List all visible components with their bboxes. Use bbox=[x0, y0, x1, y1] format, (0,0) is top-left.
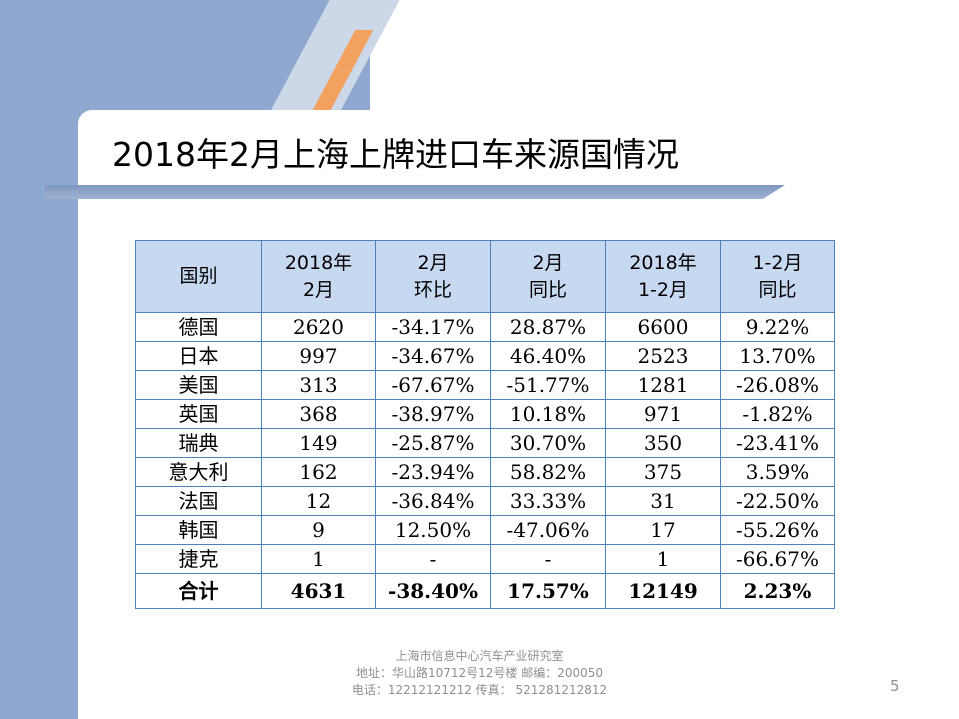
cell-ytd-yoy: -66.67% bbox=[720, 544, 835, 574]
table-row: 瑞典 149 -25.87% 30.70% 350 -23.41% bbox=[135, 428, 835, 458]
cell-country: 瑞典 bbox=[135, 428, 262, 458]
cell-country: 意大利 bbox=[135, 457, 262, 487]
cell-feb-mom: -25.87% bbox=[375, 428, 491, 458]
header-ytd-yoy: 1-2月 同比 bbox=[720, 240, 835, 313]
cell-feb-mom: -34.17% bbox=[375, 312, 491, 342]
cell-country: 韩国 bbox=[135, 515, 262, 545]
cell-ytd-volume: 6600 bbox=[605, 312, 721, 342]
cell-ytd-volume: 971 bbox=[605, 399, 721, 429]
cell-feb-volume: 12 bbox=[261, 486, 376, 516]
cell-feb-yoy: 30.70% bbox=[490, 428, 606, 458]
cell-ytd-volume: 375 bbox=[605, 457, 721, 487]
table-row: 日本 997 -34.67% 46.40% 2523 13.70% bbox=[135, 341, 835, 371]
cell-ytd-yoy: -23.41% bbox=[720, 428, 835, 458]
header-country: 国别 bbox=[135, 240, 262, 313]
table-row: 法国 12 -36.84% 33.33% 31 -22.50% bbox=[135, 486, 835, 516]
cell-feb-yoy: 58.82% bbox=[490, 457, 606, 487]
import-source-table: 国别 2018年 2月 2月 环比 2月 同比 2018年 1-2月 1-2月 同比 德国… bbox=[135, 240, 835, 609]
title-underline-bar bbox=[45, 185, 785, 199]
cell-feb-yoy: - bbox=[490, 544, 606, 574]
cell-feb-mom: -23.94% bbox=[375, 457, 491, 487]
header-feb-volume: 2018年 2月 bbox=[261, 240, 376, 313]
cell-ytd-yoy: -22.50% bbox=[720, 486, 835, 516]
cell-feb-mom: -67.67% bbox=[375, 370, 491, 400]
cell-country: 德国 bbox=[135, 312, 262, 342]
cell-feb-mom: -38.97% bbox=[375, 399, 491, 429]
cell-feb-yoy: 10.18% bbox=[490, 399, 606, 429]
cell-country: 英国 bbox=[135, 399, 262, 429]
cell-feb-mom: -36.84% bbox=[375, 486, 491, 516]
table-row: 意大利 162 -23.94% 58.82% 375 3.59% bbox=[135, 457, 835, 487]
footer-contact: 电话：12212121212 传真： 521281212812 bbox=[351, 683, 608, 697]
table-row: 捷克 1- -1 -66.67% bbox=[135, 544, 835, 574]
cell-ytd-yoy: -55.26% bbox=[720, 515, 835, 545]
cell-feb-mom: - bbox=[375, 544, 491, 574]
page-number: 5 bbox=[890, 677, 900, 695]
header-feb-mom: 2月 环比 bbox=[375, 240, 491, 313]
header-ytd-volume: 2018年 1-2月 bbox=[605, 240, 721, 313]
cell-feb-yoy: -51.77% bbox=[490, 370, 606, 400]
cell-feb-mom: -34.67% bbox=[375, 341, 491, 371]
cell-feb-volume: 162 bbox=[261, 457, 376, 487]
slide-title: 2018年2月上海上牌进口车来源国情况 bbox=[112, 135, 679, 174]
total-cell-feb-volume: 4631 bbox=[261, 573, 376, 609]
cell-ytd-yoy: -1.82% bbox=[720, 399, 835, 429]
cell-feb-yoy: 28.87% bbox=[490, 312, 606, 342]
cell-ytd-volume: 31 bbox=[605, 486, 721, 516]
cell-ytd-yoy: 9.22% bbox=[720, 312, 835, 342]
cell-feb-yoy: 33.33% bbox=[490, 486, 606, 516]
cell-ytd-yoy: -26.08% bbox=[720, 370, 835, 400]
cell-feb-mom: 12.50% bbox=[375, 515, 491, 545]
cell-ytd-volume: 2523 bbox=[605, 341, 721, 371]
cell-ytd-volume: 350 bbox=[605, 428, 721, 458]
table-row: 韩国 9 12.50% -47.06% 17 -55.26% bbox=[135, 515, 835, 545]
cell-ytd-volume: 1 bbox=[605, 544, 721, 574]
table-row: 德国 2620 -34.17% 28.87% 6600 9.22% bbox=[135, 312, 835, 342]
table-total-row: 合计 4631 -38.40% 17.57% 12149 2.23% bbox=[135, 573, 835, 609]
table-row: 美国 313 -67.67% -51.77% 1281 -26.08% bbox=[135, 370, 835, 400]
total-cell-feb-yoy: 17.57% bbox=[490, 573, 606, 609]
total-cell-ytd-yoy: 2.23% bbox=[720, 573, 835, 609]
cell-feb-yoy: 46.40% bbox=[490, 341, 606, 371]
total-cell-country: 合计 bbox=[135, 573, 262, 609]
cell-country: 捷克 bbox=[135, 544, 262, 574]
header-feb-yoy: 2月 同比 bbox=[490, 240, 606, 313]
cell-feb-yoy: -47.06% bbox=[490, 515, 606, 545]
cell-feb-volume: 1 bbox=[261, 544, 376, 574]
cell-feb-volume: 313 bbox=[261, 370, 376, 400]
cell-ytd-volume: 1281 bbox=[605, 370, 721, 400]
total-cell-feb-mom: -38.40% bbox=[375, 573, 491, 609]
total-cell-ytd-volume: 12149 bbox=[605, 573, 721, 609]
table-row: 英国 368 -38.97% 10.18% 971 -1.82% bbox=[135, 399, 835, 429]
cell-country: 日本 bbox=[135, 341, 262, 371]
table-header-row: 国别 2018年 2月 2月 环比 2月 同比 2018年 1-2月 1-2月 同比 bbox=[135, 240, 835, 313]
footer-address: 地址：华山路10712号12号楼 邮编：200050 bbox=[355, 666, 604, 680]
cell-feb-volume: 368 bbox=[261, 399, 376, 429]
cell-ytd-volume: 17 bbox=[605, 515, 721, 545]
cell-feb-volume: 9 bbox=[261, 515, 376, 545]
cell-feb-volume: 997 bbox=[261, 341, 376, 371]
footer-org: 上海市信息中心汽车产业研究室 bbox=[395, 649, 564, 663]
cell-country: 法国 bbox=[135, 486, 262, 516]
cell-feb-volume: 2620 bbox=[261, 312, 376, 342]
cell-ytd-yoy: 13.70% bbox=[720, 341, 835, 371]
cell-ytd-yoy: 3.59% bbox=[720, 457, 835, 487]
cell-country: 美国 bbox=[135, 370, 262, 400]
cell-feb-volume: 149 bbox=[261, 428, 376, 458]
